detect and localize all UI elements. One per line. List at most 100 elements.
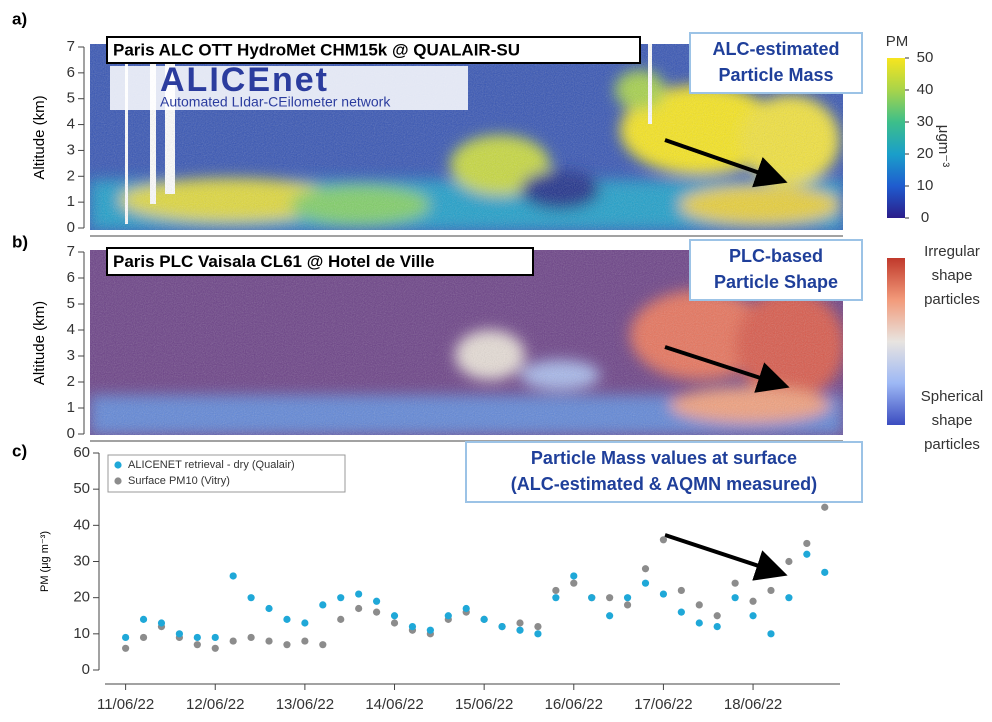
data-point bbox=[301, 619, 309, 627]
x-tick-label: 11/06/22 bbox=[97, 696, 154, 713]
data-point bbox=[139, 615, 148, 623]
data-point bbox=[821, 503, 829, 511]
annotation-text: shape bbox=[932, 412, 973, 429]
annotation-text: Irregular bbox=[924, 243, 980, 260]
x-tick-label: 16/06/22 bbox=[545, 696, 603, 713]
x-tick-label: 15/06/22 bbox=[455, 696, 513, 713]
y-axis-label: PM (μg m⁻³) bbox=[39, 531, 51, 592]
colorbar-tick-label: 10 bbox=[917, 177, 934, 194]
arrow bbox=[664, 533, 788, 581]
y-tick-label: 0 bbox=[67, 219, 75, 236]
y-tick-label: 1 bbox=[67, 193, 75, 210]
annotation-box bbox=[689, 239, 863, 301]
colorbar bbox=[887, 58, 905, 218]
y-tick-label: 3 bbox=[67, 141, 75, 158]
data-point bbox=[534, 630, 542, 638]
y-axis-label: Altitude (km) bbox=[31, 95, 48, 179]
data-point bbox=[659, 536, 668, 544]
data-point bbox=[408, 623, 417, 631]
title-box bbox=[106, 247, 534, 276]
y-tick-label: 2 bbox=[67, 167, 75, 184]
colorbar-tick-label: 0 bbox=[921, 209, 929, 226]
data-point bbox=[355, 604, 363, 613]
y-tick-label: 1 bbox=[67, 399, 75, 416]
data-point bbox=[211, 644, 219, 652]
data-point bbox=[444, 612, 452, 620]
annotation-text: Particle Shape bbox=[714, 272, 838, 292]
logo-bg bbox=[110, 66, 468, 110]
annotation-box bbox=[465, 441, 863, 503]
data-point bbox=[570, 572, 578, 580]
annotation-text: particles bbox=[924, 436, 980, 453]
panel-label: c) bbox=[12, 441, 27, 460]
colorbar-tick-label: 30 bbox=[917, 113, 934, 130]
data-point bbox=[588, 594, 596, 602]
data-point bbox=[695, 619, 703, 627]
panel-title: Paris PLC Vaisala CL61 @ Hotel de Ville bbox=[113, 252, 434, 271]
data-point bbox=[139, 633, 148, 642]
y-axis-label: Altitude (km) bbox=[31, 301, 48, 385]
x-tick-label: 12/06/22 bbox=[186, 696, 244, 713]
annotation-text: shape bbox=[932, 267, 973, 284]
data-point bbox=[785, 557, 793, 566]
data-point bbox=[229, 572, 237, 580]
data-point bbox=[695, 601, 703, 609]
data-point bbox=[570, 579, 578, 587]
data-point bbox=[301, 637, 309, 645]
data-point bbox=[283, 641, 291, 649]
colorbar-tick-label: 50 bbox=[917, 49, 934, 66]
legend-marker bbox=[114, 477, 122, 485]
x-tick-label: 14/06/22 bbox=[365, 696, 423, 713]
legend-box bbox=[107, 454, 346, 493]
annotation-text: ALC-estimated bbox=[712, 39, 839, 59]
annotation-text: Particle Mass bbox=[718, 65, 833, 85]
annotation-text: Spherical bbox=[921, 388, 984, 405]
data-point bbox=[749, 597, 757, 605]
data-point bbox=[390, 619, 399, 627]
data-point bbox=[355, 590, 363, 598]
data-point bbox=[265, 604, 273, 613]
data-point bbox=[516, 626, 524, 634]
y-tick-label: 60 bbox=[73, 444, 90, 461]
data-point bbox=[319, 601, 327, 609]
data-point bbox=[193, 641, 201, 649]
data-point bbox=[175, 630, 183, 638]
data-point bbox=[749, 612, 757, 620]
colorbar-tick-label: 20 bbox=[917, 145, 934, 162]
data-point bbox=[606, 594, 614, 602]
y-tick-label: 7 bbox=[67, 38, 75, 55]
panel-title: Paris ALC OTT HydroMet CHM15k @ QUALAIR-… bbox=[113, 40, 520, 59]
y-tick-label: 40 bbox=[73, 516, 90, 533]
data-point bbox=[516, 619, 524, 627]
title-box bbox=[106, 36, 641, 64]
colorbar-tick-label: 40 bbox=[917, 81, 934, 98]
y-tick-label: 10 bbox=[73, 625, 90, 642]
data-point bbox=[713, 612, 721, 620]
data-point bbox=[372, 597, 381, 605]
annotation-text: (ALC-estimated & AQMN measured) bbox=[511, 474, 817, 494]
colorbar-unit: μgm⁻³ bbox=[935, 125, 952, 167]
data-point bbox=[480, 615, 488, 623]
annotation-text: particles bbox=[924, 291, 980, 308]
y-tick-label: 20 bbox=[73, 589, 90, 606]
y-tick-label: 5 bbox=[67, 295, 75, 312]
data-point bbox=[623, 601, 632, 609]
logo-subtitle: Automated LIdar-CEilometer network bbox=[160, 94, 391, 110]
data-point bbox=[659, 590, 668, 598]
data-point bbox=[247, 633, 255, 642]
annotation-box bbox=[689, 32, 863, 94]
y-tick-label: 0 bbox=[82, 661, 90, 678]
data-point bbox=[641, 565, 650, 573]
data-point bbox=[731, 594, 739, 602]
data-point bbox=[677, 586, 685, 595]
data-point bbox=[803, 550, 811, 558]
data-point bbox=[211, 633, 219, 642]
data-point bbox=[157, 619, 166, 627]
y-tick-label: 50 bbox=[73, 480, 90, 497]
data-point bbox=[606, 612, 614, 620]
y-tick-label: 30 bbox=[73, 552, 90, 569]
panel-label: a) bbox=[12, 9, 27, 28]
logo: ALICEnet bbox=[160, 61, 329, 99]
data-point bbox=[122, 633, 130, 642]
legend-marker bbox=[114, 461, 122, 469]
